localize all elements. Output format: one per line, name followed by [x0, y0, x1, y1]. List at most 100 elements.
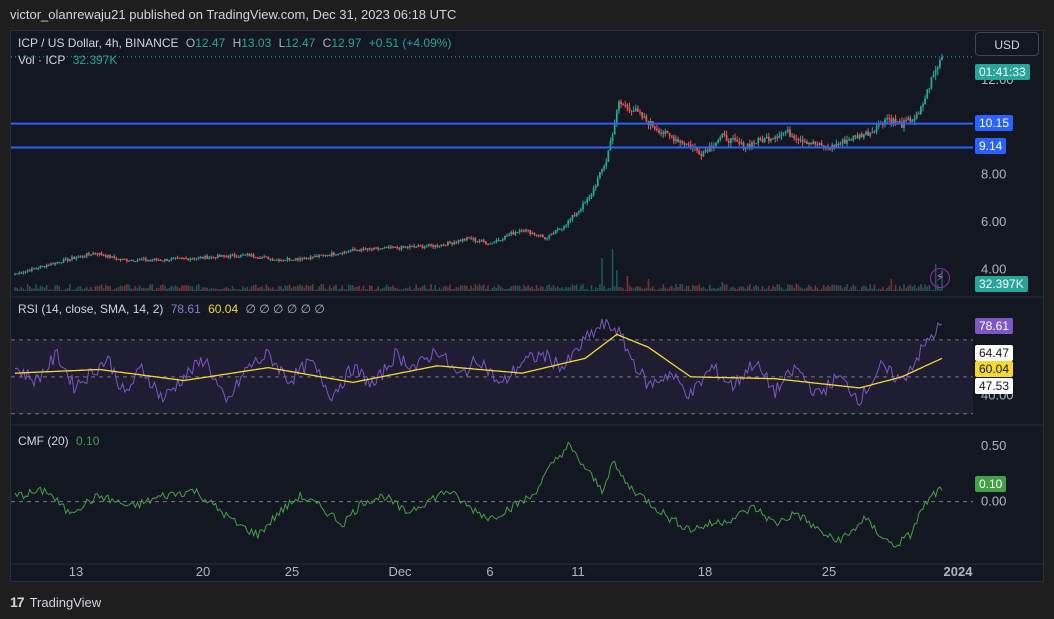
candle-body: [178, 257, 181, 259]
candle-body: [280, 260, 282, 262]
volume-bar: [387, 286, 390, 291]
volume-bar: [493, 286, 496, 291]
candle-body: [588, 197, 591, 200]
candle-body: [398, 248, 401, 250]
volume-bar: [905, 287, 907, 291]
volume-bar: [903, 284, 905, 291]
volume-bar: [309, 285, 312, 291]
volume-bar: [301, 285, 303, 291]
candle-body: [476, 240, 479, 242]
volume-bar: [244, 288, 246, 291]
volume-bar: [533, 288, 536, 291]
rsi-legend: RSI (14, close, SMA, 14, 2) 78.61 60.04 …: [18, 302, 329, 316]
volume-bar: [624, 289, 627, 291]
candle-body: [123, 259, 126, 261]
volume-bar: [119, 285, 122, 291]
volume-bar: [839, 285, 842, 291]
candle-body: [533, 232, 536, 235]
candle-body: [235, 256, 238, 258]
volume-bar: [708, 284, 711, 291]
candle-body: [894, 118, 897, 123]
candle-body: [282, 260, 285, 262]
currency-button[interactable]: USD: [975, 32, 1039, 56]
volume-bar: [111, 289, 113, 291]
candle-body: [109, 254, 111, 258]
volume-bar: [316, 289, 318, 291]
candle-body: [626, 105, 629, 108]
volume-bar: [455, 286, 458, 291]
volume-bar: [795, 283, 798, 291]
volume-bar: [578, 289, 580, 291]
volume-bar: [37, 288, 40, 291]
candle-body: [915, 113, 918, 119]
candle-body: [187, 258, 190, 260]
volume-bar: [50, 289, 52, 291]
volume-bar: [567, 287, 570, 291]
volume-bar: [793, 287, 795, 291]
candle-body: [400, 245, 403, 250]
volume-bar: [254, 284, 257, 291]
symbol-label[interactable]: ICP / US Dollar, 4h, BINANCE: [18, 36, 179, 50]
cmf-label[interactable]: CMF (20): [18, 434, 69, 448]
candle-body: [364, 249, 367, 251]
volume-bar: [79, 286, 82, 291]
candle-body: [451, 242, 454, 245]
volume-label[interactable]: Vol · ICP: [18, 53, 66, 67]
candle-body: [628, 107, 631, 111]
candle-body: [237, 256, 240, 258]
volume-bar: [527, 285, 529, 291]
volume-bar: [26, 284, 29, 291]
volume-bar: [749, 284, 751, 291]
volume-bar: [176, 286, 179, 291]
volume-bar: [419, 287, 422, 291]
volume-bar: [64, 288, 67, 291]
candle-body: [408, 246, 411, 248]
candle-body: [643, 116, 646, 118]
candle-body: [677, 139, 679, 143]
candle-body: [267, 256, 270, 260]
volume-bar: [917, 286, 920, 291]
volume-bar: [85, 287, 88, 291]
volume-bar: [444, 286, 447, 291]
volume-bar: [670, 285, 673, 291]
volume-bar: [354, 287, 356, 291]
candle-body: [164, 258, 166, 261]
volume-bar: [276, 289, 278, 291]
volume-bar: [457, 287, 460, 291]
footer-brand[interactable]: 17 TradingView: [10, 590, 101, 614]
volume-bar: [202, 287, 204, 291]
rsi-lower-band-tag: 47.53: [975, 378, 1014, 394]
lightning-icon[interactable]: ⚡: [930, 268, 950, 288]
candle-body: [56, 262, 59, 264]
candle-body: [913, 118, 916, 121]
candle-body: [421, 245, 424, 249]
rsi-sma-line: [14, 333, 943, 389]
candle-body: [16, 273, 19, 275]
volume-bar: [727, 289, 730, 291]
volume-bar: [75, 288, 78, 291]
volume-bar: [626, 276, 629, 291]
volume-bar: [303, 287, 306, 291]
volume-bar: [580, 285, 582, 291]
volume-bar: [616, 270, 618, 291]
volume-bar: [575, 284, 578, 291]
candle-body: [43, 265, 46, 268]
volume-bar: [273, 289, 276, 291]
volume-bar: [216, 289, 219, 291]
candle-body: [689, 144, 692, 149]
candle-body: [510, 232, 513, 235]
time-axis-tick: 18: [698, 564, 712, 579]
volume-bar: [208, 289, 211, 291]
volume-bar: [841, 288, 844, 291]
candle-body: [489, 243, 492, 245]
candle-body: [193, 258, 196, 260]
rsi-label[interactable]: RSI (14, close, SMA, 14, 2): [18, 302, 164, 316]
candle-body: [550, 233, 553, 236]
candle-body: [594, 186, 597, 189]
candle-body: [514, 232, 517, 235]
volume-bar: [721, 282, 724, 291]
candle-body: [567, 220, 570, 226]
candle-body: [440, 244, 443, 247]
candle-body: [546, 238, 549, 240]
candle-body: [529, 230, 532, 235]
